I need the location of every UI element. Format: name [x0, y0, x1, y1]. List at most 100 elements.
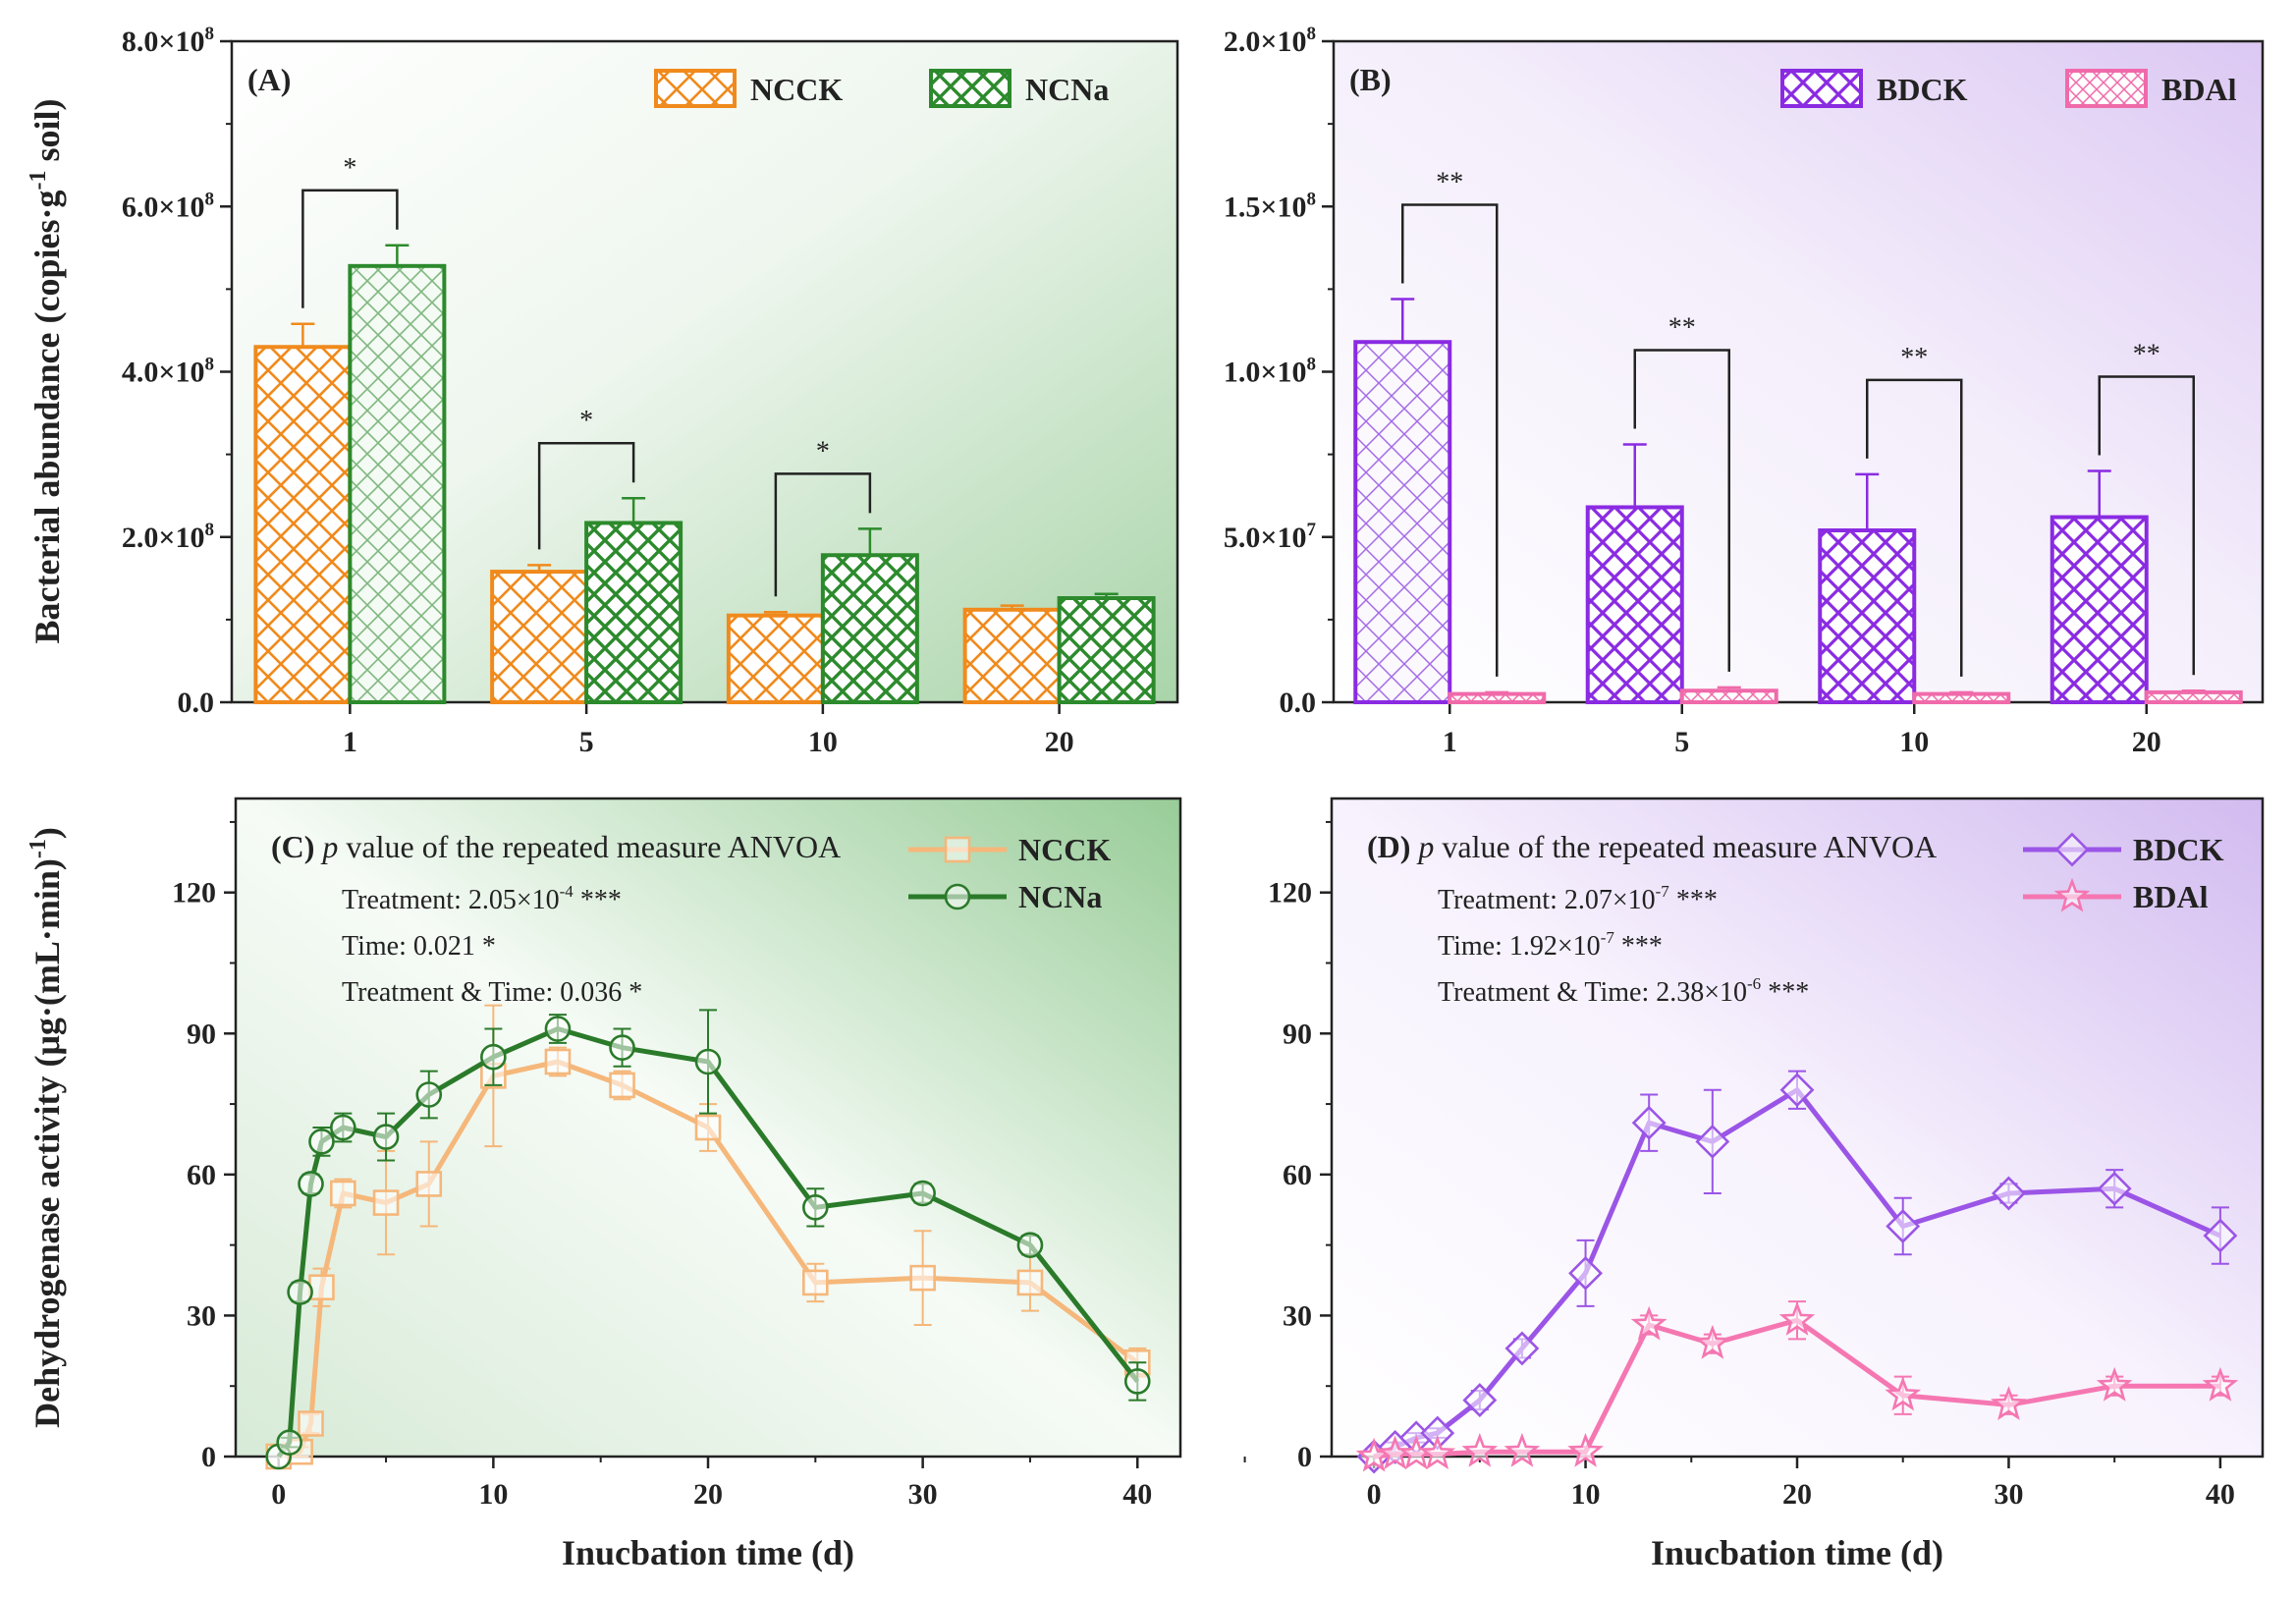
y-tick-label: 4.0×108 — [122, 355, 214, 389]
series-line-ncna — [276, 1026, 1140, 1459]
x-tick-label: 20 — [693, 1478, 723, 1511]
bar-ncna — [1057, 596, 1156, 704]
bar-bdck — [1818, 528, 1917, 705]
legend-label: NCNa — [1018, 879, 1102, 914]
data-point-diamond — [1695, 1124, 1730, 1159]
x-tick-label: 20 — [1782, 1478, 1812, 1511]
y-tick-label: 0 — [1297, 1441, 1312, 1473]
data-point-diamond — [1992, 1176, 2026, 1211]
data-point-star — [1991, 1386, 2027, 1420]
data-point-star — [2053, 877, 2091, 912]
annotation-line: Treatment: 2.07×10-7 *** — [1438, 882, 1718, 915]
y-tick-label: 60 — [1283, 1159, 1312, 1191]
data-point-diamond — [1886, 1209, 1921, 1243]
x-tick-label: 0 — [271, 1478, 286, 1511]
x-tick-label: 5 — [1674, 726, 1689, 758]
significance-label: * — [579, 406, 593, 436]
panel-a-bar-chart: 0.0 2.0×108 4.0×108 6.0×108 8.0×108 1 5 10 20 * * *… — [122, 24, 1179, 758]
x-axis-title: Inucbation time (d) — [562, 1533, 854, 1572]
x-tick-label: 30 — [1994, 1478, 2023, 1511]
data-point-square — [802, 1269, 829, 1296]
bar-ncna — [348, 263, 447, 704]
data-point-star — [1778, 1300, 1816, 1336]
annotation-title: (C) p value of the repeated measure ANVO… — [271, 829, 841, 864]
data-point-square — [372, 1189, 400, 1216]
bar-bdck — [1353, 340, 1452, 704]
x-tick-label: 10 — [1571, 1478, 1601, 1511]
panel-label: (B) — [1349, 62, 1392, 97]
annotation-line: Treatment & Time: 0.036 * — [342, 977, 642, 1008]
bar-bdal — [2144, 689, 2243, 705]
significance-label: ** — [1668, 313, 1696, 344]
legend-label: BDCK — [2133, 832, 2224, 867]
y-tick-label: 0.0 — [1280, 687, 1317, 719]
data-point-star — [2096, 1366, 2133, 1402]
bar-ncck — [962, 607, 1062, 705]
y-tick-label: 1.5×108 — [1224, 189, 1316, 223]
bar-ncna — [820, 553, 919, 704]
data-point-circle — [287, 1279, 313, 1305]
data-point-diamond — [1779, 1073, 1815, 1108]
data-point-square — [694, 1114, 722, 1141]
data-point-circle — [609, 1034, 635, 1061]
data-point-star — [1567, 1432, 1604, 1467]
significance-bracket — [1866, 378, 1963, 677]
data-point-diamond — [1504, 1331, 1540, 1366]
annotation-line: Time: 0.021 * — [342, 931, 496, 962]
x-tick-label: 1 — [1443, 726, 1457, 758]
annotation-line: Time: 1.92×10-7 *** — [1438, 928, 1663, 962]
data-point-square — [609, 1072, 635, 1099]
legend-label: BDAl — [2133, 879, 2209, 914]
x-tick-label: 10 — [1899, 726, 1929, 758]
data-point-star — [1885, 1376, 1922, 1411]
y-tick-label: 60 — [187, 1159, 216, 1191]
data-point-circle — [276, 1429, 302, 1456]
data-point-square — [298, 1410, 324, 1437]
data-point-circle — [1123, 1368, 1151, 1395]
data-point-square — [544, 1048, 572, 1075]
data-point-diamond — [1462, 1383, 1498, 1418]
data-point-circle — [372, 1124, 400, 1150]
y-tick-label: 120 — [1268, 877, 1312, 909]
data-point-circle — [480, 1043, 507, 1071]
y-tick-label: 90 — [1283, 1018, 1312, 1050]
data-point-square — [415, 1171, 443, 1197]
y-tick-label: 8.0×108 — [122, 24, 214, 58]
x-tick-label: 0 — [1367, 1478, 1382, 1511]
legend-label: NCNa — [1025, 72, 1109, 107]
x-tick-label: 30 — [908, 1478, 938, 1511]
x-tick-label: 40 — [2206, 1478, 2235, 1511]
bar-ncna — [584, 521, 683, 704]
data-point-diamond — [2203, 1218, 2238, 1253]
x-tick-label: 1 — [343, 726, 357, 758]
data-point-square — [1016, 1269, 1044, 1296]
significance-label: ** — [1436, 167, 1463, 197]
bar-bdal — [1448, 691, 1547, 705]
significance-bracket — [537, 441, 635, 550]
y-tick-label: 6.0×108 — [122, 189, 214, 223]
data-point-star — [1503, 1432, 1541, 1467]
panel-d-background — [1332, 798, 2263, 1457]
legend-swatch — [2065, 69, 2148, 108]
data-point-diamond — [2054, 832, 2090, 867]
bar-bdal — [1679, 688, 1778, 704]
significance-bracket — [774, 472, 872, 597]
significance-bracket — [2098, 375, 2195, 676]
y-tick-label: 30 — [1283, 1299, 1312, 1332]
data-point-star — [1694, 1324, 1731, 1359]
data-point-circle — [1016, 1232, 1044, 1258]
bar-ncck — [490, 570, 589, 705]
data-point-square — [330, 1180, 356, 1207]
panel-d-line-chart: 0 30 60 90 120 0 10 20 30 40 Inucbation time (d) (D… — [1268, 797, 2265, 1572]
data-point-star — [1630, 1305, 1667, 1341]
y-tick-label: 2.0×108 — [1224, 24, 1316, 58]
panel-b-bar-chart: 0.0 5.0×107 1.0×108 1.5×108 2.0×108 1 5 10 20 ** *… — [1224, 24, 2265, 758]
y-tick-label: 30 — [187, 1299, 216, 1332]
legend-label: NCCK — [1018, 832, 1111, 867]
bar-bdck — [2050, 515, 2149, 704]
annotation-line: Treatment: 2.05×10-4 *** — [342, 882, 622, 915]
significance-bracket — [301, 189, 399, 308]
legend-label: NCCK — [750, 72, 843, 107]
bar-bdal — [1912, 691, 2011, 705]
